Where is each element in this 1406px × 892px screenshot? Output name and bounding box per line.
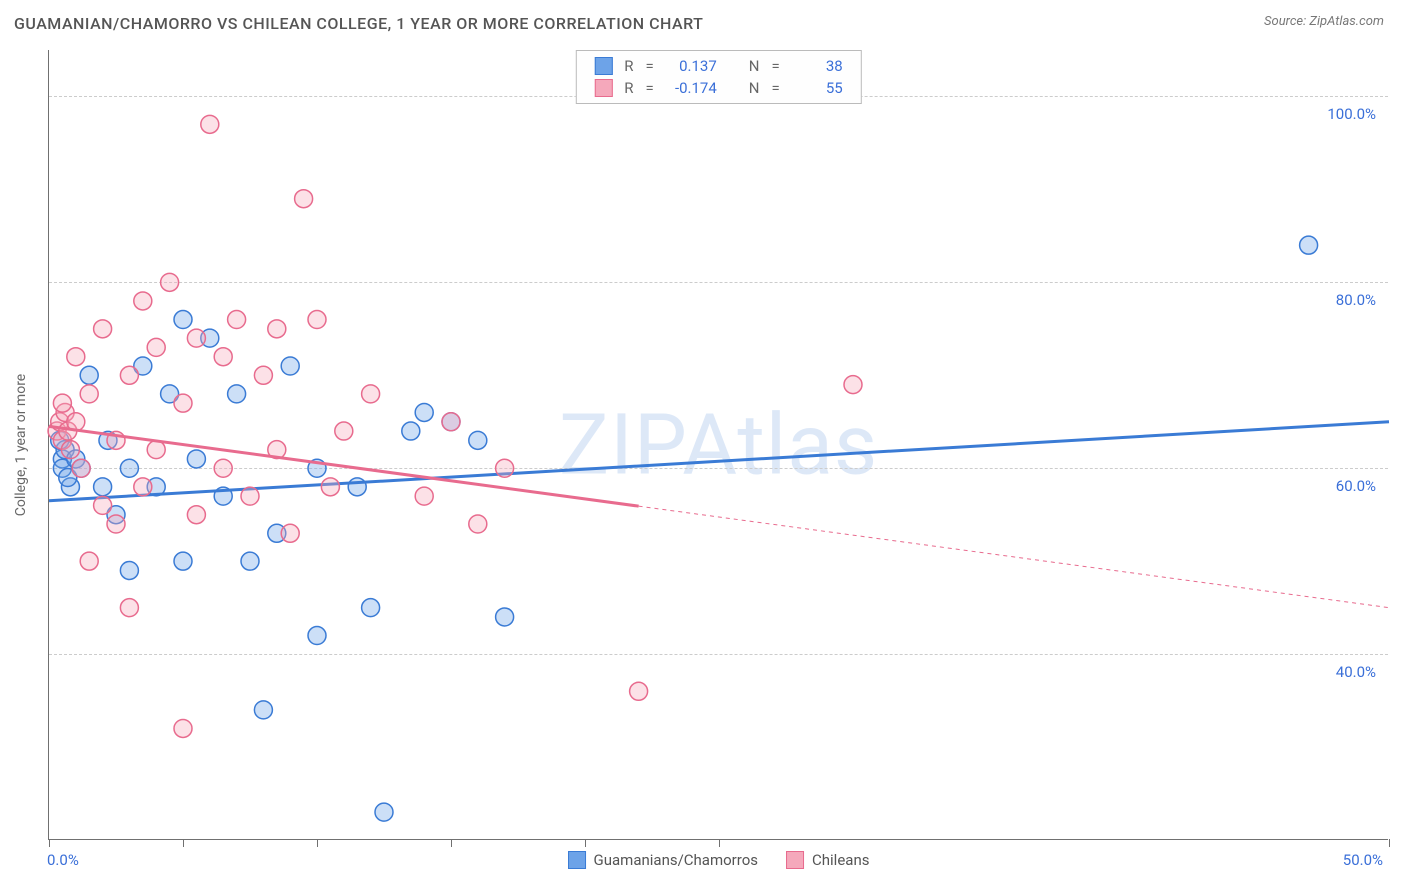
y-axis-label: College, 1 year or more (13, 373, 29, 515)
scatter-point-chil (415, 487, 433, 505)
scatter-point-chil (107, 515, 125, 533)
legend-item-chil: Chileans (786, 851, 869, 869)
scatter-point-chil (268, 320, 286, 338)
scatter-point-chil (120, 599, 138, 617)
r-value-chil: -0.174 (662, 79, 717, 97)
scatter-point-chil (134, 478, 152, 496)
xtick (1389, 839, 1390, 847)
scatter-point-chil (201, 115, 219, 133)
scatter-point-guam (241, 552, 259, 570)
scatter-point-chil (321, 478, 339, 496)
legend-label-guam: Guamanians/Chamorros (594, 851, 758, 869)
stats-row-chil: R = -0.174 N = 55 (594, 77, 842, 99)
xtick (183, 839, 184, 847)
scatter-point-chil (53, 394, 71, 412)
scatter-point-chil (228, 311, 246, 329)
scatter-point-chil (134, 292, 152, 310)
scatter-point-guam (1300, 236, 1318, 254)
scatter-point-chil (214, 459, 232, 477)
n-value-chil: 55 (788, 79, 843, 97)
n-label-2: N (749, 79, 760, 97)
equals-label: = (646, 57, 654, 75)
scatter-point-guam (375, 803, 393, 821)
xtick (49, 839, 50, 847)
scatter-point-chil (72, 459, 90, 477)
scatter-point-guam (469, 431, 487, 449)
legend-swatch-chil-icon (786, 851, 804, 869)
swatch-chil-icon (594, 79, 612, 97)
stats-row-guam: R = 0.137 N = 38 (594, 55, 842, 77)
xtick (585, 839, 586, 847)
scatter-point-chil (161, 273, 179, 291)
source-attribution: Source: ZipAtlas.com (1264, 14, 1384, 29)
scatter-point-guam (94, 478, 112, 496)
r-value-guam: 0.137 (662, 57, 717, 75)
xtick (719, 839, 720, 847)
trend-line-dashed-chil (639, 506, 1389, 607)
scatter-point-chil (442, 413, 460, 431)
scatter-point-chil (174, 719, 192, 737)
scatter-point-chil (61, 441, 79, 459)
bottom-legend: Guamanians/Chamorros Chileans (568, 851, 870, 869)
scatter-point-chil (187, 506, 205, 524)
xtick (451, 839, 452, 847)
legend-label-chil: Chileans (812, 851, 869, 869)
chart-title: GUAMANIAN/CHAMORRO VS CHILEAN COLLEGE, 1… (14, 14, 703, 33)
scatter-point-chil (281, 524, 299, 542)
scatter-point-guam (308, 627, 326, 645)
scatter-point-guam (174, 552, 192, 570)
scatter-point-chil (67, 348, 85, 366)
legend-item-guam: Guamanians/Chamorros (568, 851, 758, 869)
scatter-point-chil (844, 376, 862, 394)
equals-label-2: = (771, 57, 779, 75)
scatter-point-guam (281, 357, 299, 375)
scatter-point-chil (496, 459, 514, 477)
scatter-point-guam (228, 385, 246, 403)
scatter-point-chil (214, 348, 232, 366)
scatter-point-guam (120, 561, 138, 579)
scatter-point-guam (174, 311, 192, 329)
scatter-point-guam (402, 422, 420, 440)
n-label: N (749, 57, 760, 75)
scatter-point-chil (335, 422, 353, 440)
scatter-point-chil (94, 496, 112, 514)
scatter-point-chil (295, 190, 313, 208)
scatter-point-chil (187, 329, 205, 347)
scatter-svg (49, 50, 1388, 839)
scatter-point-chil (362, 385, 380, 403)
scatter-point-chil (308, 311, 326, 329)
scatter-point-guam (348, 478, 366, 496)
scatter-point-guam (496, 608, 514, 626)
scatter-point-chil (80, 552, 98, 570)
legend-swatch-guam-icon (568, 851, 586, 869)
equals-label-4: = (771, 79, 779, 97)
scatter-point-chil (120, 366, 138, 384)
stats-legend-box: R = 0.137 N = 38 R = -0.174 N = 55 (575, 50, 861, 104)
r-label: R (624, 57, 633, 75)
xtick (317, 839, 318, 847)
scatter-point-chil (254, 366, 272, 384)
n-value-guam: 38 (788, 57, 843, 75)
chart-plot-area: College, 1 year or more ZIPAtlas 40.0%60… (48, 50, 1388, 840)
scatter-point-chil (174, 394, 192, 412)
equals-label-3: = (646, 79, 654, 97)
swatch-guam-icon (594, 57, 612, 75)
scatter-point-guam (254, 701, 272, 719)
scatter-point-chil (94, 320, 112, 338)
scatter-point-guam (415, 403, 433, 421)
scatter-point-guam (120, 459, 138, 477)
scatter-point-chil (469, 515, 487, 533)
scatter-point-chil (147, 338, 165, 356)
r-label-2: R (624, 79, 633, 97)
scatter-point-chil (80, 385, 98, 403)
scatter-point-chil (147, 441, 165, 459)
scatter-point-guam (187, 450, 205, 468)
xtick-label: 50.0% (1343, 851, 1383, 869)
scatter-point-chil (241, 487, 259, 505)
scatter-point-guam (362, 599, 380, 617)
scatter-point-guam (80, 366, 98, 384)
scatter-point-chil (630, 682, 648, 700)
xtick-label: 0.0% (47, 851, 79, 869)
